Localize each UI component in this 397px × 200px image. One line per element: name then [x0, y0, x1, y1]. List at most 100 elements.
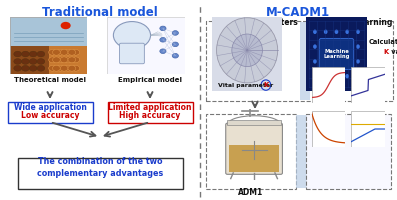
Text: value: value [389, 49, 397, 55]
Text: Theoretical model: Theoretical model [14, 77, 86, 83]
Text: Limited application: Limited application [108, 102, 192, 112]
Text: Vital parameter: Vital parameter [218, 83, 276, 88]
Circle shape [345, 74, 349, 78]
Text: Machine
Learning: Machine Learning [323, 49, 350, 59]
Circle shape [60, 57, 68, 63]
Circle shape [68, 49, 76, 55]
Circle shape [160, 26, 166, 31]
Circle shape [21, 59, 29, 64]
Circle shape [21, 51, 29, 57]
Circle shape [56, 49, 64, 55]
Circle shape [324, 30, 328, 34]
Text: High accuracy: High accuracy [119, 112, 181, 120]
Circle shape [324, 59, 328, 64]
Text: Machine Learning: Machine Learning [315, 18, 392, 27]
Circle shape [37, 51, 45, 57]
FancyBboxPatch shape [212, 17, 282, 91]
Text: Empirical model: Empirical model [118, 77, 182, 83]
FancyBboxPatch shape [206, 114, 296, 189]
Circle shape [160, 49, 166, 53]
FancyBboxPatch shape [306, 114, 391, 189]
Circle shape [345, 30, 349, 34]
Text: M-CADM1: M-CADM1 [266, 6, 330, 19]
Circle shape [64, 65, 72, 71]
FancyBboxPatch shape [226, 123, 282, 174]
Text: Traditional model: Traditional model [42, 6, 158, 19]
Circle shape [29, 65, 37, 71]
Text: Low accuracy: Low accuracy [21, 112, 79, 120]
Circle shape [29, 51, 37, 57]
FancyBboxPatch shape [8, 102, 93, 122]
Circle shape [14, 59, 21, 64]
FancyBboxPatch shape [227, 120, 281, 125]
FancyBboxPatch shape [119, 43, 145, 64]
Circle shape [356, 30, 360, 34]
FancyBboxPatch shape [206, 21, 393, 101]
Circle shape [313, 74, 317, 78]
Circle shape [345, 44, 349, 49]
Circle shape [335, 44, 338, 49]
Circle shape [60, 65, 68, 71]
Circle shape [172, 42, 178, 47]
Text: Calculate: Calculate [369, 39, 397, 45]
Circle shape [49, 57, 56, 63]
FancyBboxPatch shape [10, 17, 87, 46]
Circle shape [324, 44, 328, 49]
Circle shape [72, 65, 79, 71]
Circle shape [172, 53, 178, 58]
Circle shape [356, 74, 360, 78]
Circle shape [313, 44, 317, 49]
Circle shape [114, 22, 150, 49]
FancyBboxPatch shape [312, 111, 345, 147]
Circle shape [313, 30, 317, 34]
Circle shape [72, 57, 79, 63]
FancyBboxPatch shape [229, 145, 279, 172]
FancyBboxPatch shape [10, 46, 49, 74]
Text: Wide application: Wide application [13, 102, 87, 112]
Circle shape [14, 51, 21, 57]
FancyBboxPatch shape [319, 38, 354, 70]
Circle shape [68, 57, 76, 63]
Circle shape [52, 65, 60, 71]
Circle shape [335, 59, 338, 64]
Circle shape [356, 44, 360, 49]
Circle shape [64, 49, 72, 55]
FancyBboxPatch shape [351, 67, 385, 103]
Circle shape [335, 30, 338, 34]
Circle shape [313, 59, 317, 64]
Text: Kinetic parameters: Kinetic parameters [215, 18, 298, 27]
Circle shape [324, 74, 328, 78]
Polygon shape [301, 22, 310, 100]
FancyBboxPatch shape [17, 158, 183, 188]
Circle shape [217, 18, 278, 83]
Circle shape [68, 65, 76, 71]
Text: K: K [263, 82, 268, 88]
Circle shape [61, 22, 71, 29]
Circle shape [60, 49, 68, 55]
Text: complementary advantages: complementary advantages [37, 170, 163, 178]
Circle shape [52, 57, 60, 63]
Circle shape [172, 31, 178, 35]
Circle shape [37, 65, 45, 71]
Circle shape [14, 65, 21, 71]
Circle shape [160, 38, 166, 42]
FancyBboxPatch shape [108, 102, 193, 122]
Circle shape [356, 59, 360, 64]
Circle shape [56, 65, 64, 71]
Circle shape [335, 74, 338, 78]
Circle shape [37, 59, 45, 64]
Circle shape [52, 49, 60, 55]
FancyBboxPatch shape [49, 46, 87, 74]
Circle shape [49, 65, 56, 71]
Circle shape [56, 57, 64, 63]
Polygon shape [296, 115, 308, 188]
Circle shape [49, 49, 56, 55]
Circle shape [29, 59, 37, 64]
Text: The combination of the two: The combination of the two [38, 158, 162, 166]
FancyBboxPatch shape [107, 17, 185, 74]
Circle shape [232, 34, 262, 67]
Circle shape [64, 57, 72, 63]
Circle shape [345, 59, 349, 64]
FancyBboxPatch shape [312, 67, 345, 103]
FancyBboxPatch shape [351, 111, 385, 147]
